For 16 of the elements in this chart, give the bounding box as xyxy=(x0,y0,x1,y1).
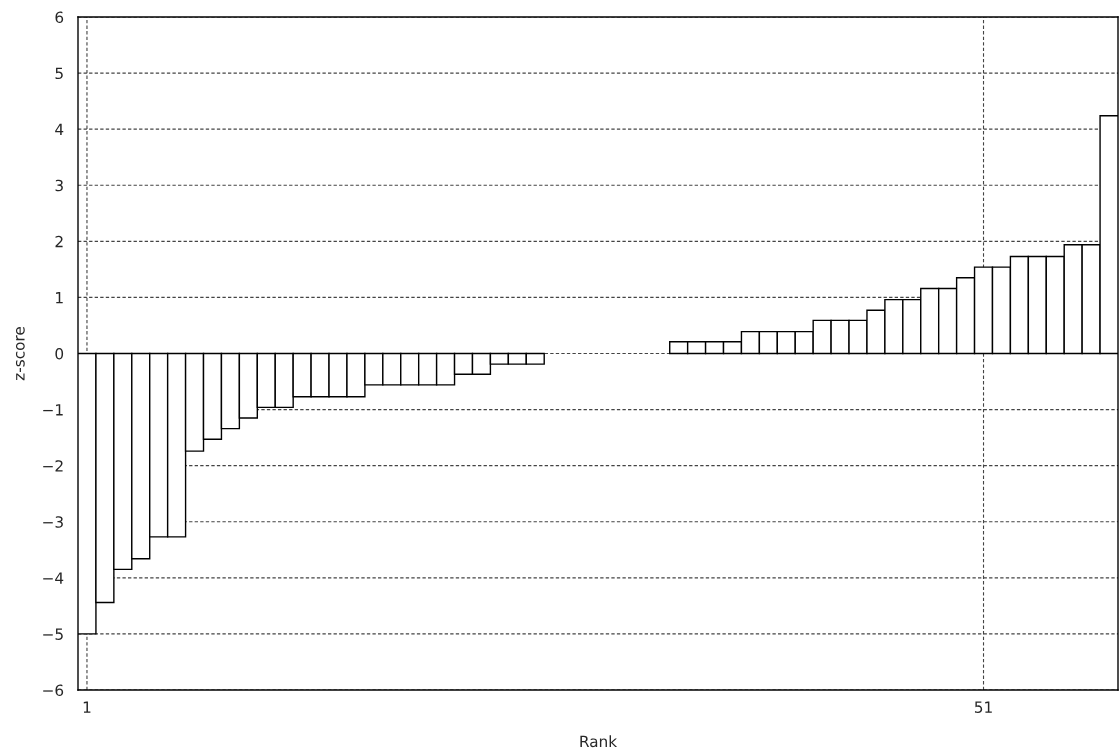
y-tick-label: −1 xyxy=(43,404,63,416)
y-tick-label: 6 xyxy=(55,11,64,24)
y-tick-label: −3 xyxy=(43,516,63,528)
y-tick-label: −2 xyxy=(43,460,63,472)
y-axis-title: z-score xyxy=(15,327,25,381)
y-tick-label: 3 xyxy=(55,179,63,192)
y-tick-label: 5 xyxy=(55,67,63,80)
y-tick-label: 1 xyxy=(56,292,63,304)
y-tick-label: −6 xyxy=(43,684,64,697)
y-tick-label: −4 xyxy=(43,572,64,584)
y-tick-label: 2 xyxy=(55,235,63,248)
x-tick-label: 51 xyxy=(974,701,992,713)
y-tick-label: −5 xyxy=(43,628,63,640)
y-tick-label: 0 xyxy=(55,347,64,360)
x-axis-title: Rank xyxy=(580,735,618,748)
y-tick-label: 4 xyxy=(55,123,64,135)
